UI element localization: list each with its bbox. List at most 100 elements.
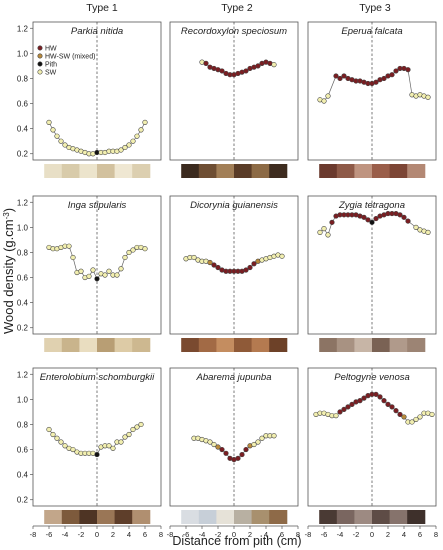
- y-tick-label: 0.4: [17, 125, 29, 134]
- core-segment: [389, 510, 408, 524]
- data-point-sw: [130, 426, 136, 433]
- core-segment: [132, 510, 151, 524]
- data-point-sw: [413, 224, 419, 230]
- data-point-sw: [62, 443, 68, 449]
- data-point-hw: [357, 398, 363, 404]
- data-point-hw: [243, 267, 249, 273]
- data-point-hw: [389, 72, 395, 78]
- data-point-hw: [211, 262, 217, 268]
- x-tick-label: -4: [62, 530, 69, 539]
- x-tick-label: -4: [199, 530, 206, 539]
- data-point-sw: [130, 247, 136, 253]
- core-segment: [61, 510, 80, 524]
- data-point-hw: [373, 79, 379, 85]
- data-point-sw: [271, 433, 277, 439]
- data-point-hw: [361, 395, 367, 401]
- core-segment: [44, 510, 63, 524]
- panel-dicorynia-guianensis: Dicorynia guianensis: [169, 195, 299, 352]
- data-point-sw: [102, 272, 108, 278]
- wood-core-sample: [181, 510, 288, 524]
- data-point-sw: [118, 147, 124, 153]
- x-tick-label: -8: [305, 530, 312, 539]
- x-tick-label: 4: [127, 530, 131, 539]
- x-tick-label: 4: [402, 530, 406, 539]
- data-point-hw: [405, 218, 411, 224]
- data-point-hw: [203, 60, 209, 67]
- y-tick-label: 0.8: [17, 248, 29, 257]
- y-tick-label: 0.2: [17, 150, 29, 159]
- core-segment: [234, 510, 253, 524]
- data-point-hw: [215, 264, 221, 271]
- x-tick-label: 2: [248, 530, 252, 539]
- data-point-hw: [361, 214, 367, 220]
- data-point-sw: [138, 421, 144, 428]
- x-tick-label: 8: [296, 530, 300, 539]
- data-point-hw: [219, 446, 225, 453]
- data-point-hw: [397, 411, 403, 418]
- data-point-mixed: [207, 259, 213, 266]
- core-segment: [97, 510, 116, 524]
- wood-core-sample: [319, 164, 426, 178]
- x-tick-label: -8: [30, 530, 37, 539]
- core-segment: [79, 164, 98, 178]
- core-segment: [407, 164, 426, 178]
- wood-core-sample: [181, 164, 288, 178]
- x-tick-label: -6: [321, 530, 328, 539]
- core-segment: [269, 338, 288, 352]
- data-point-sw: [279, 253, 285, 259]
- data-point-sw: [255, 439, 261, 445]
- x-tick-label: 6: [280, 530, 284, 539]
- core-segment: [389, 338, 408, 352]
- data-point-hw: [345, 404, 351, 410]
- data-point-sw: [118, 266, 124, 272]
- core-segment: [251, 164, 270, 178]
- core-segment: [44, 338, 63, 352]
- x-axis-label: Distance from pith (cm): [172, 534, 301, 548]
- legend-marker: [37, 61, 43, 67]
- y-axis-label: Wood density (g.cm-3): [1, 208, 16, 334]
- y-tick-label: 0.2: [17, 496, 29, 505]
- data-point-sw: [425, 94, 431, 100]
- legend-marker: [37, 69, 43, 75]
- data-point-hw: [393, 68, 399, 74]
- wood-core-sample: [44, 164, 151, 178]
- data-point-sw: [50, 431, 56, 438]
- panel-enterolobium-schomburgkii: Enterolobium schomburgkii 0.2 0.4 0.6 0.8 1.0…: [17, 367, 163, 539]
- core-segment: [132, 164, 151, 178]
- data-point-sw: [417, 414, 423, 420]
- x-tick-label: 2: [386, 530, 390, 539]
- x-tick-label: 0: [232, 530, 236, 539]
- x-tick-label: -6: [183, 530, 190, 539]
- data-point-hw: [389, 404, 395, 410]
- y-tick-label: 1.2: [17, 198, 29, 207]
- panel-recordoxylon-speciosum: Recordoxylon speciosum: [169, 21, 299, 178]
- data-point-sw: [321, 98, 327, 104]
- data-point-sw: [134, 133, 140, 139]
- core-segment: [336, 164, 355, 178]
- panel-title: Enterolobium schomburgkii: [40, 372, 155, 383]
- core-segment: [251, 338, 270, 352]
- data-point-sw: [126, 431, 132, 438]
- core-segment: [319, 510, 338, 524]
- data-point-hw: [333, 73, 339, 79]
- data-point-hw: [405, 67, 411, 73]
- data-point-mixed: [401, 414, 407, 420]
- data-point-hw: [385, 401, 391, 407]
- core-segment: [319, 164, 338, 178]
- data-point-sw: [259, 435, 265, 441]
- core-segment: [234, 164, 253, 178]
- legend-label: Pith: [45, 62, 57, 69]
- data-point-sw: [106, 443, 112, 449]
- data-point-sw: [142, 246, 148, 252]
- data-point-sw: [413, 416, 419, 423]
- data-point-hw: [247, 264, 253, 271]
- data-point-hw: [243, 68, 249, 74]
- data-point-pith: [94, 276, 100, 282]
- data-point-sw: [122, 144, 128, 151]
- data-point-sw: [70, 254, 76, 261]
- legend-label: SW: [45, 70, 57, 77]
- core-segment: [354, 164, 373, 178]
